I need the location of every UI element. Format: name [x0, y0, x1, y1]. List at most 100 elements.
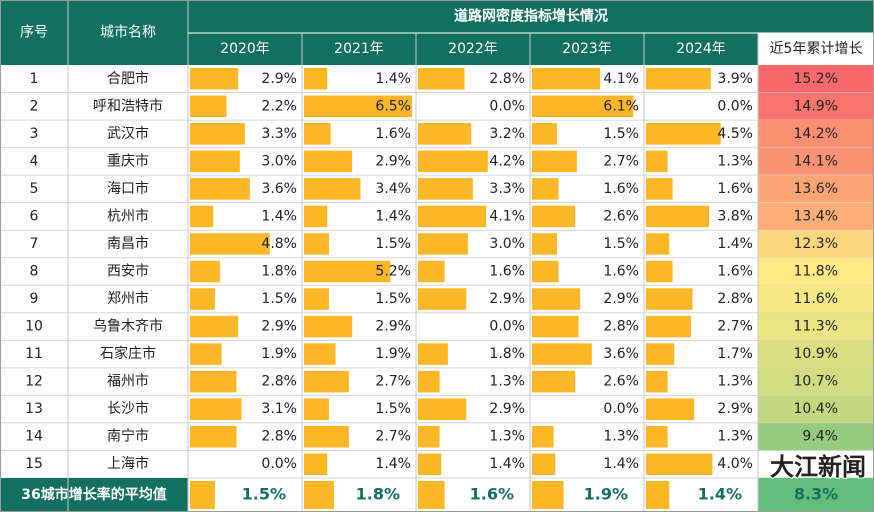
data-bar [532, 233, 557, 255]
cell-value: 0.0% [261, 456, 297, 472]
cell-value: 4.5% [717, 126, 753, 142]
cell-value: 10.4% [794, 401, 838, 417]
city: 福州市 [107, 373, 149, 390]
cell-value: 2.9% [489, 291, 525, 307]
data-bar [646, 481, 670, 509]
header-index: 序号 [20, 25, 48, 41]
cell-value: 10.9% [794, 346, 838, 362]
footer-value: 8.3% [794, 485, 838, 504]
data-bar [304, 233, 329, 255]
heat-cell [758, 257, 874, 286]
cell-value: 1.3% [489, 374, 525, 390]
footer-label-bg [0, 478, 188, 512]
cell-value: 4.1% [603, 71, 639, 87]
index: 2 [30, 98, 39, 114]
cell-value: 1.6% [717, 181, 753, 197]
index: 14 [25, 429, 43, 445]
cell-value: 5.2% [375, 264, 411, 280]
cell-value: 3.6% [603, 346, 639, 362]
cell-value: 1.8% [489, 346, 525, 362]
data-bar [418, 453, 442, 475]
data-bar [190, 398, 242, 420]
data-bar [418, 481, 445, 509]
watermark: 大江新闻 [770, 453, 866, 481]
city: 石家庄市 [100, 345, 156, 362]
cell-value: 0.0% [489, 98, 525, 114]
cell-value: 3.9% [717, 71, 753, 87]
data-bar [646, 288, 693, 310]
cell-value: 14.1% [794, 153, 838, 169]
cell-value: 11.6% [794, 291, 838, 307]
cell-value: 3.2% [489, 126, 525, 142]
cell-value: 9.4% [802, 429, 838, 445]
cell-value: 2.7% [717, 319, 753, 335]
heat-cell [758, 175, 874, 203]
data-bar [418, 260, 445, 283]
index: 5 [30, 181, 39, 197]
cell-value: 15.2% [794, 71, 838, 87]
cell-value: 13.6% [794, 181, 838, 197]
cell-value: 1.6% [603, 181, 639, 197]
cell-value: 4.8% [261, 236, 297, 252]
header-total: 近5年累计增长 [770, 41, 863, 57]
cell-value: 3.0% [261, 153, 297, 169]
data-bar [304, 205, 328, 228]
data-bar [304, 315, 353, 338]
header-year: 2021年 [334, 41, 384, 57]
data-bar [304, 453, 328, 475]
heat-cell [758, 367, 874, 396]
cell-value: 1.5% [603, 126, 639, 142]
index: 11 [25, 346, 43, 362]
cell-value: 4.2% [489, 153, 525, 169]
cell-value: 3.0% [489, 236, 525, 252]
cell-value: 2.9% [603, 291, 639, 307]
heat-cell [758, 395, 874, 423]
cell-value: 2.6% [603, 374, 639, 390]
index: 3 [30, 126, 39, 142]
data-bar [304, 68, 328, 90]
data-bar [532, 315, 579, 338]
data-bar [190, 315, 239, 338]
cell-value: 1.6% [375, 126, 411, 142]
cell-value: 1.3% [717, 429, 753, 445]
cell-value: 1.5% [375, 401, 411, 417]
cell-value: 1.3% [489, 429, 525, 445]
cell-value: 2.8% [717, 291, 753, 307]
data-bar [646, 425, 668, 448]
heat-cell [758, 65, 874, 93]
data-bar [532, 288, 581, 310]
data-bar [190, 260, 220, 283]
data-bar [532, 95, 634, 118]
cell-value: 1.6% [603, 264, 639, 280]
heat-cell [758, 230, 874, 258]
cell-value: 2.7% [375, 374, 411, 390]
footer-label: 36城市增长率的平均值 [21, 486, 166, 503]
data-bar [532, 425, 554, 448]
city: 合肥市 [107, 70, 149, 87]
cell-value: 11.3% [794, 319, 838, 335]
cell-value: 1.4% [261, 208, 297, 224]
cell-value: 3.8% [717, 208, 753, 224]
data-bar [532, 370, 576, 393]
data-bar [646, 398, 695, 420]
data-bar [532, 123, 557, 145]
cell-value: 11.8% [794, 264, 838, 280]
cell-value: 2.7% [375, 429, 411, 445]
data-bar [304, 398, 329, 420]
data-bar [304, 95, 412, 118]
cell-value: 2.9% [717, 401, 753, 417]
heat-cell [758, 202, 874, 231]
data-bar [304, 123, 331, 145]
cell-value: 4.0% [717, 456, 753, 472]
cell-value: 1.7% [717, 346, 753, 362]
data-bar [304, 260, 391, 283]
data-bar [646, 343, 675, 365]
data-bar [532, 68, 601, 90]
data-bar [646, 205, 710, 228]
cell-value: 1.4% [489, 456, 525, 472]
heat-cell [758, 120, 874, 148]
data-bar [646, 260, 673, 283]
heat-cell [758, 147, 874, 176]
data-bar [646, 178, 673, 200]
data-bar [190, 123, 245, 145]
